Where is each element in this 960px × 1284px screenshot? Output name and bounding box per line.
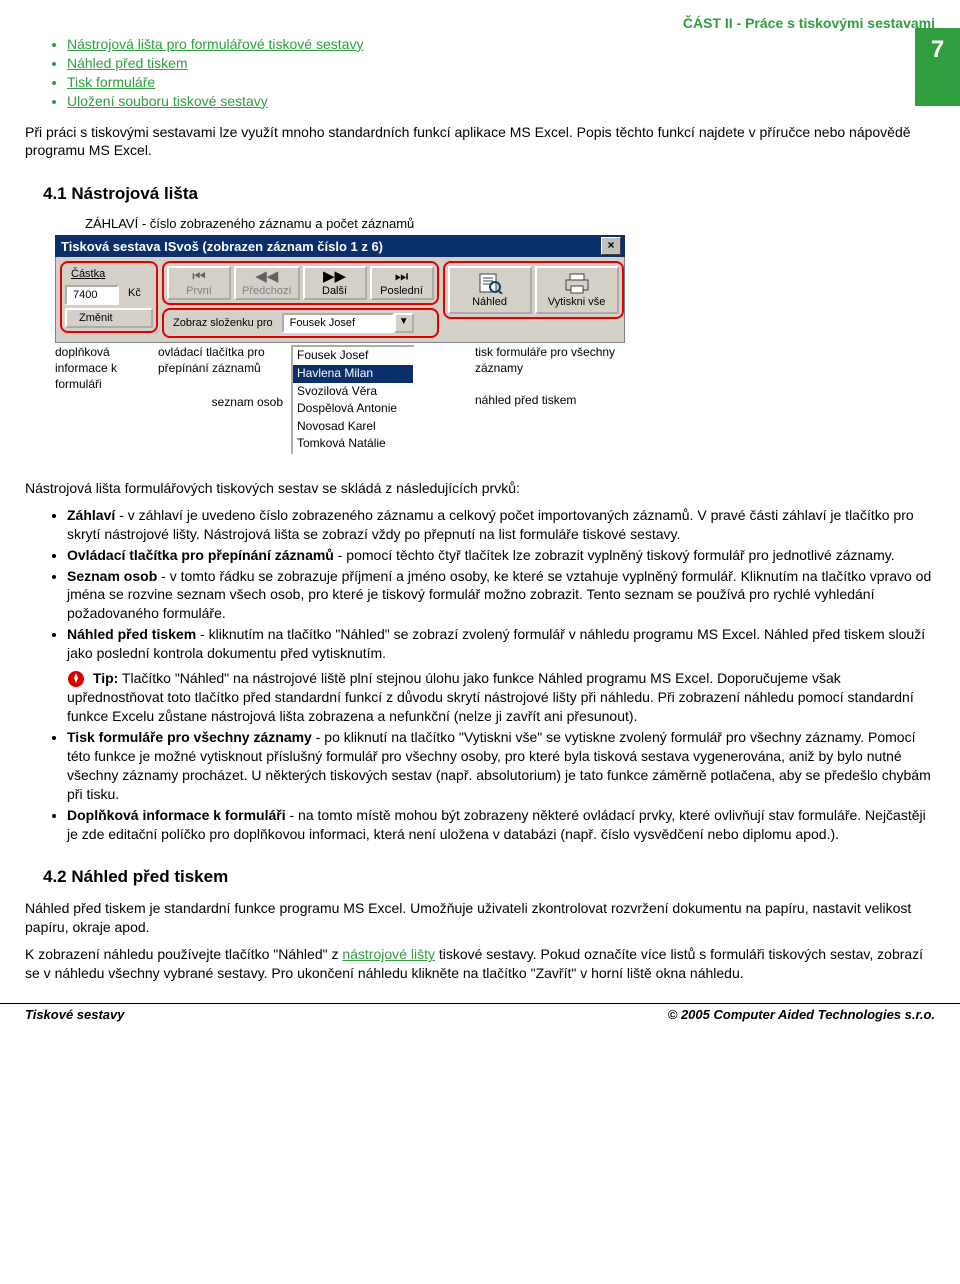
item-seznam: Seznam osob - v tomto řádku se zobrazuje…	[67, 567, 935, 624]
item-doplnkova: Doplňková informace k formuláři - na tom…	[67, 806, 935, 844]
page-number-badge: 7	[915, 28, 960, 106]
item-ovladaci: Ovládací tlačítka pro přepínání záznamů …	[67, 546, 935, 565]
window-titlebar: Tisková sestava ISvoš (zobrazen záznam č…	[55, 235, 625, 257]
section-header: ČÁST II - Práce s tiskovými sestavami	[25, 15, 935, 31]
kc-label: Kč	[122, 285, 147, 305]
prev-icon: ◀◀	[255, 269, 278, 284]
nav-first-button[interactable]: ⏮První	[167, 266, 231, 300]
printer-icon	[564, 272, 590, 294]
annotation-nahled: náhled před tiskem	[475, 393, 625, 409]
list-item[interactable]: Fousek Josef	[293, 347, 413, 365]
footer-right: © 2005 Computer Aided Technologies s.r.o…	[668, 1007, 935, 1022]
group-nav: ⏮První ◀◀Předchozí ▶▶Další ⏭Poslední Zob…	[162, 261, 439, 338]
nav-last-button[interactable]: ⏭Poslední	[370, 266, 434, 300]
close-icon[interactable]: ×	[601, 237, 621, 255]
castka-label: Částka	[65, 266, 153, 282]
item-nahled: Náhled před tiskem - kliknutím na tlačít…	[67, 625, 935, 726]
para-42-2: K zobrazení náhledu používejte tlačítko …	[25, 945, 935, 983]
annotation-left: doplňková informace k formuláři	[55, 345, 150, 392]
intro-paragraph: Při práci s tiskovými sestavami lze využ…	[25, 123, 935, 161]
page-footer: Tiskové sestavy © 2005 Computer Aided Te…	[0, 1003, 960, 1032]
toolbar: Částka 7400 Kč Změnit ⏮První ◀◀Předchozí…	[55, 257, 625, 343]
list-item[interactable]: Svozilová Věra	[293, 383, 413, 401]
annotation-header: ZÁHLAVÍ - číslo zobrazeného záznamu a po…	[85, 216, 935, 231]
body-intro: Nástrojová lišta formulářových tiskových…	[25, 479, 935, 498]
link-print[interactable]: Tisk formuláře	[67, 73, 935, 92]
castka-value[interactable]: 7400	[65, 285, 119, 305]
group-amount: Částka 7400 Kč Změnit	[60, 261, 158, 333]
link-preview[interactable]: Náhled před tiskem	[67, 54, 935, 73]
list-item[interactable]: Novosad Karel	[293, 418, 413, 436]
group-actions: Náhled Vytiskni vše	[443, 261, 624, 319]
heading-4-1: 4.1 Nástrojová lišta	[43, 184, 935, 204]
nav-next-button[interactable]: ▶▶Další	[303, 266, 367, 300]
link-save[interactable]: Uložení souboru tiskové sestavy	[67, 92, 935, 111]
annotation-ovladaci: ovládací tlačítka pro přepínání záznamů	[158, 345, 283, 376]
link-nastrojova-lista[interactable]: nástrojové lišty	[342, 946, 435, 962]
heading-4-2: 4.2 Náhled před tiskem	[43, 867, 935, 887]
footer-left: Tiskové sestavy	[25, 1007, 125, 1022]
nahled-button[interactable]: Náhled	[448, 266, 532, 314]
annotation-tisk: tisk formuláře pro všechny záznamy	[475, 345, 625, 376]
person-listbox[interactable]: Fousek Josef Havlena Milan Svozilová Věr…	[291, 345, 415, 455]
tip-icon	[67, 670, 85, 688]
person-dropdown[interactable]: Fousek Josef ▼	[282, 313, 414, 333]
person-selected: Fousek Josef	[282, 313, 394, 333]
item-tisk: Tisk formuláře pro všechny záznamy - po …	[67, 728, 935, 804]
titlebar-text: Tisková sestava ISvoš (zobrazen záznam č…	[61, 239, 383, 254]
vytiskni-button[interactable]: Vytiskni vše	[535, 266, 619, 314]
top-link-list: Nástrojová lišta pro formulářové tiskové…	[25, 35, 935, 111]
list-item[interactable]: Dospělová Antonie	[293, 400, 413, 418]
para-42-1: Náhled před tiskem je standardní funkce …	[25, 899, 935, 937]
last-icon: ⏭	[395, 269, 409, 284]
list-item[interactable]: Tomková Natálie	[293, 435, 413, 453]
next-icon: ▶▶	[323, 269, 346, 284]
item-zahlavi: Záhlaví - v záhlaví je uvedeno číslo zob…	[67, 506, 935, 544]
first-icon: ⏮	[192, 269, 206, 284]
chevron-down-icon[interactable]: ▼	[394, 313, 414, 333]
link-toolbar[interactable]: Nástrojová lišta pro formulářové tiskové…	[67, 35, 935, 54]
zmenit-button[interactable]: Změnit	[65, 308, 153, 328]
list-item[interactable]: Havlena Milan	[293, 365, 413, 383]
preview-icon	[477, 272, 503, 294]
nav-prev-button[interactable]: ◀◀Předchozí	[234, 266, 300, 300]
zobraz-label: Zobraz složenku pro	[167, 315, 279, 331]
body-list: Záhlaví - v záhlaví je uvedeno číslo zob…	[25, 506, 935, 844]
annotation-seznam: seznam osob	[158, 395, 283, 411]
